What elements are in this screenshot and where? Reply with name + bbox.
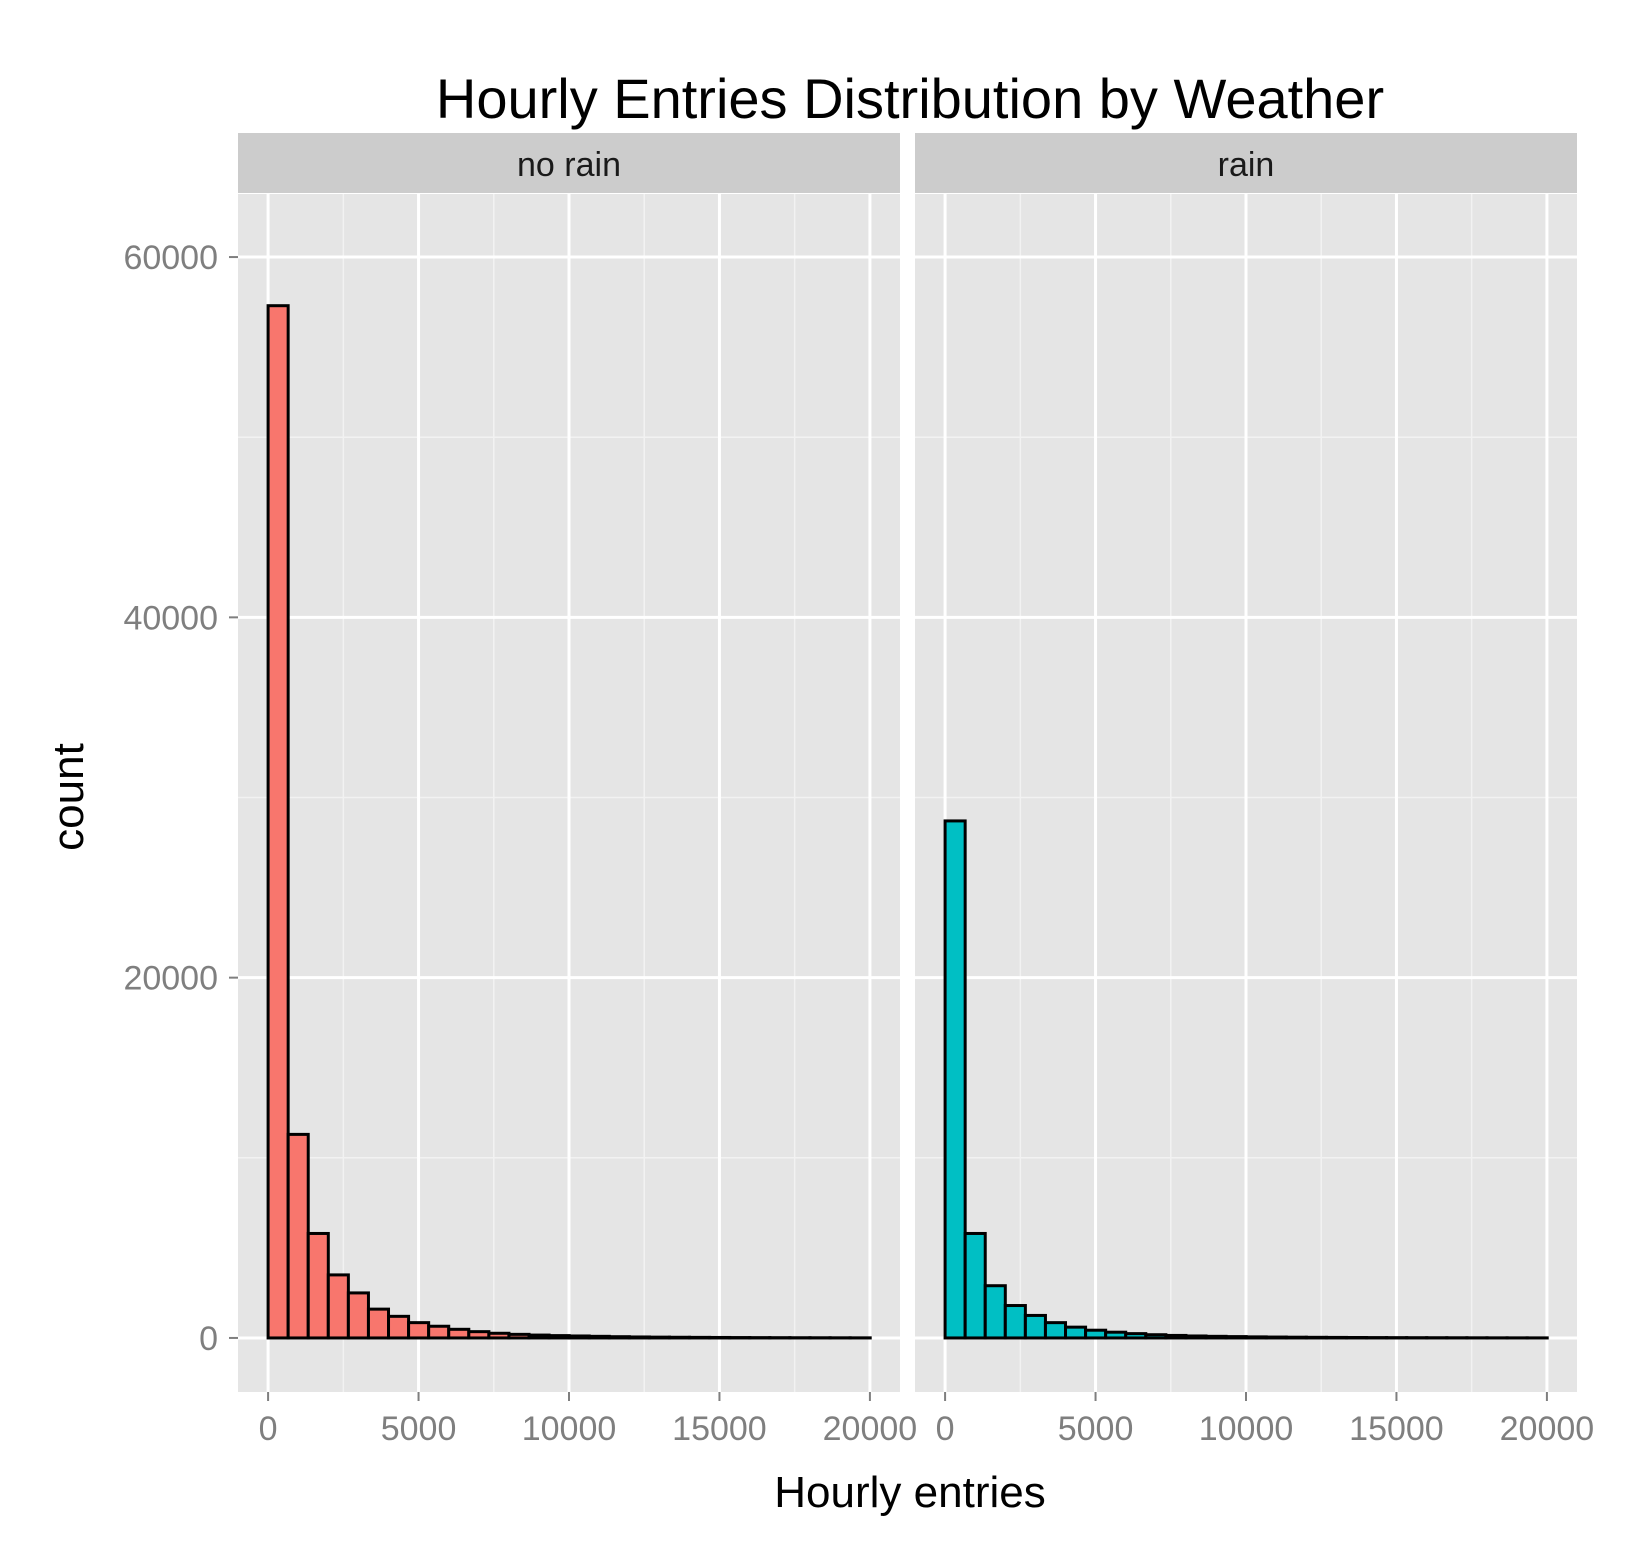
histogram-bar [487,1331,511,1340]
histogram-bar [346,1291,370,1340]
facet-panels: no rain 0 5000 10000 15000 20000 rain 0 5000 1000… [238,133,1594,1448]
histogram-bar [1043,1321,1068,1340]
histogram-bar [427,1324,451,1340]
histogram-bar [1003,1304,1027,1340]
histogram-bar [326,1273,350,1340]
histogram-bar [366,1307,391,1340]
histogram-bar [1324,1335,1349,1340]
histogram-bar [1144,1333,1168,1340]
histogram-bar [1023,1313,1047,1340]
y-tick-label: 40000 [123,599,218,637]
histogram-bar [567,1334,591,1340]
x-tick-label: 20000 [823,1410,918,1448]
x-tick-label: 0 [936,1410,955,1448]
x-tick-label: 15000 [672,1410,767,1448]
histogram-bar [1184,1334,1208,1340]
histogram-bar [1204,1334,1228,1340]
facet-panel-no-rain: no rain 0 5000 10000 15000 20000 [238,133,917,1448]
x-tick-label: 10000 [1199,1410,1294,1448]
histogram-bar [266,304,290,1340]
facet-panel-rain: rain 0 5000 10000 15000 20000 [915,133,1594,1448]
histogram-bar [1084,1328,1108,1340]
histogram-bar [467,1330,491,1340]
histogram-bar [1104,1330,1128,1340]
facet-strip [238,133,900,193]
y-axis: 0 20000 40000 60000 [123,239,238,1358]
histogram-bar [387,1314,411,1340]
histogram-bar [527,1333,551,1340]
facet-strip-label: no rain [517,146,621,184]
x-tick-label: 20000 [1500,1410,1595,1448]
histogram-bar [627,1335,651,1340]
histogram-bar [1244,1335,1268,1340]
histogram-bar [1304,1335,1328,1340]
x-tick-label: 10000 [522,1410,617,1448]
histogram-bar [668,1335,692,1340]
y-tick-label: 0 [199,1320,218,1358]
y-tick-label: 20000 [123,960,218,998]
histogram-bar [983,1284,1007,1340]
histogram-bar [507,1332,531,1340]
y-axis-title: count [44,743,93,851]
histogram-bar [688,1335,712,1340]
histogram-bar [306,1231,330,1340]
x-tick-label: 15000 [1349,1410,1444,1448]
histogram-bar [647,1335,672,1340]
histogram-bar [1224,1335,1248,1340]
histogram-bar [1264,1335,1288,1340]
histogram-bar [1164,1333,1188,1340]
histogram-bar [407,1321,431,1340]
histogram-bar [587,1334,611,1340]
x-axis-title: Hourly entries [774,1468,1045,1517]
y-tick-label: 60000 [123,239,218,277]
histogram-bar [607,1335,631,1340]
histogram-bar [1284,1335,1308,1340]
histogram-bar [1064,1325,1088,1340]
histogram-bar [547,1334,571,1340]
histogram-bar [1124,1332,1148,1340]
facet-strip-label: rain [1218,146,1275,184]
x-tick-label: 0 [259,1410,278,1448]
facet-strip [915,133,1577,193]
chart-title: Hourly Entries Distribution by Weather [436,67,1384,130]
histogram-bar [447,1327,471,1340]
x-tick-label: 5000 [1058,1410,1134,1448]
histogram-bar [943,819,967,1340]
histogram-bar [963,1231,987,1340]
histogram-bar [286,1132,310,1340]
x-tick-label: 5000 [381,1410,457,1448]
